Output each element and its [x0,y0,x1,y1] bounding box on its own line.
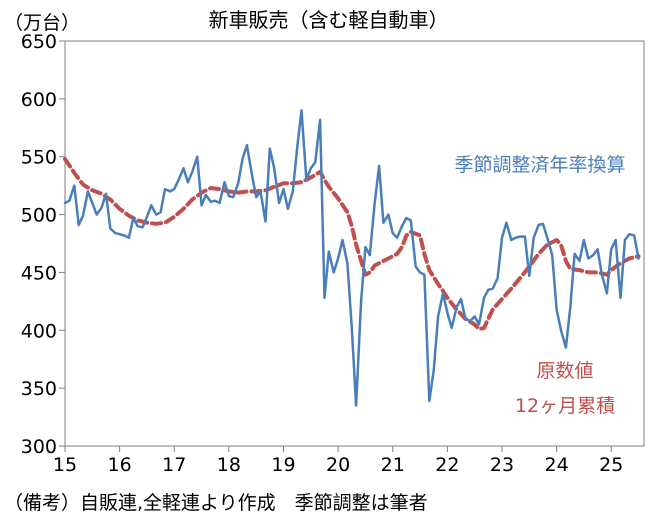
y-tick-label: 600 [21,89,57,111]
x-tick-label: 20 [326,454,350,476]
series-line-12-month-cumulative [63,157,641,332]
y-tick-label: 500 [21,205,57,227]
y-tick-label: 450 [21,262,57,284]
y-unit-label: （万台） [4,12,81,34]
x-tick-label: 25 [599,454,623,476]
x-tick-label: 17 [162,454,186,476]
y-tick-label: 300 [21,436,57,458]
x-tick-label: 23 [490,454,514,476]
series-label-12-month-cumulative: 12ヶ月累積 [515,395,615,417]
series-line-seasonally-adjusted [63,109,640,407]
plot-frame [64,40,645,447]
y-tick-label: 550 [21,147,57,169]
chart-title: 新車販売（含む軽自動車） [208,8,449,32]
y-tick-label: 350 [21,378,57,400]
x-tick-label: 22 [435,454,459,476]
x-tick-label: 18 [217,454,241,476]
x-tick-label: 21 [381,454,405,476]
x-tick-label: 24 [545,454,569,476]
y-tick-label: 400 [21,320,57,342]
y-tick-label: 650 [21,31,57,53]
x-tick-label: 19 [271,454,295,476]
x-tick-label: 15 [53,454,77,476]
footnote: （備考）自販連,全軽連より作成 季節調整は筆者 [4,492,428,514]
x-tick-label: 16 [108,454,132,476]
series-label-12-month-cumulative: 原数値 [536,360,593,382]
series-label-seasonally-adjusted: 季節調整済年率換算 [454,154,625,176]
